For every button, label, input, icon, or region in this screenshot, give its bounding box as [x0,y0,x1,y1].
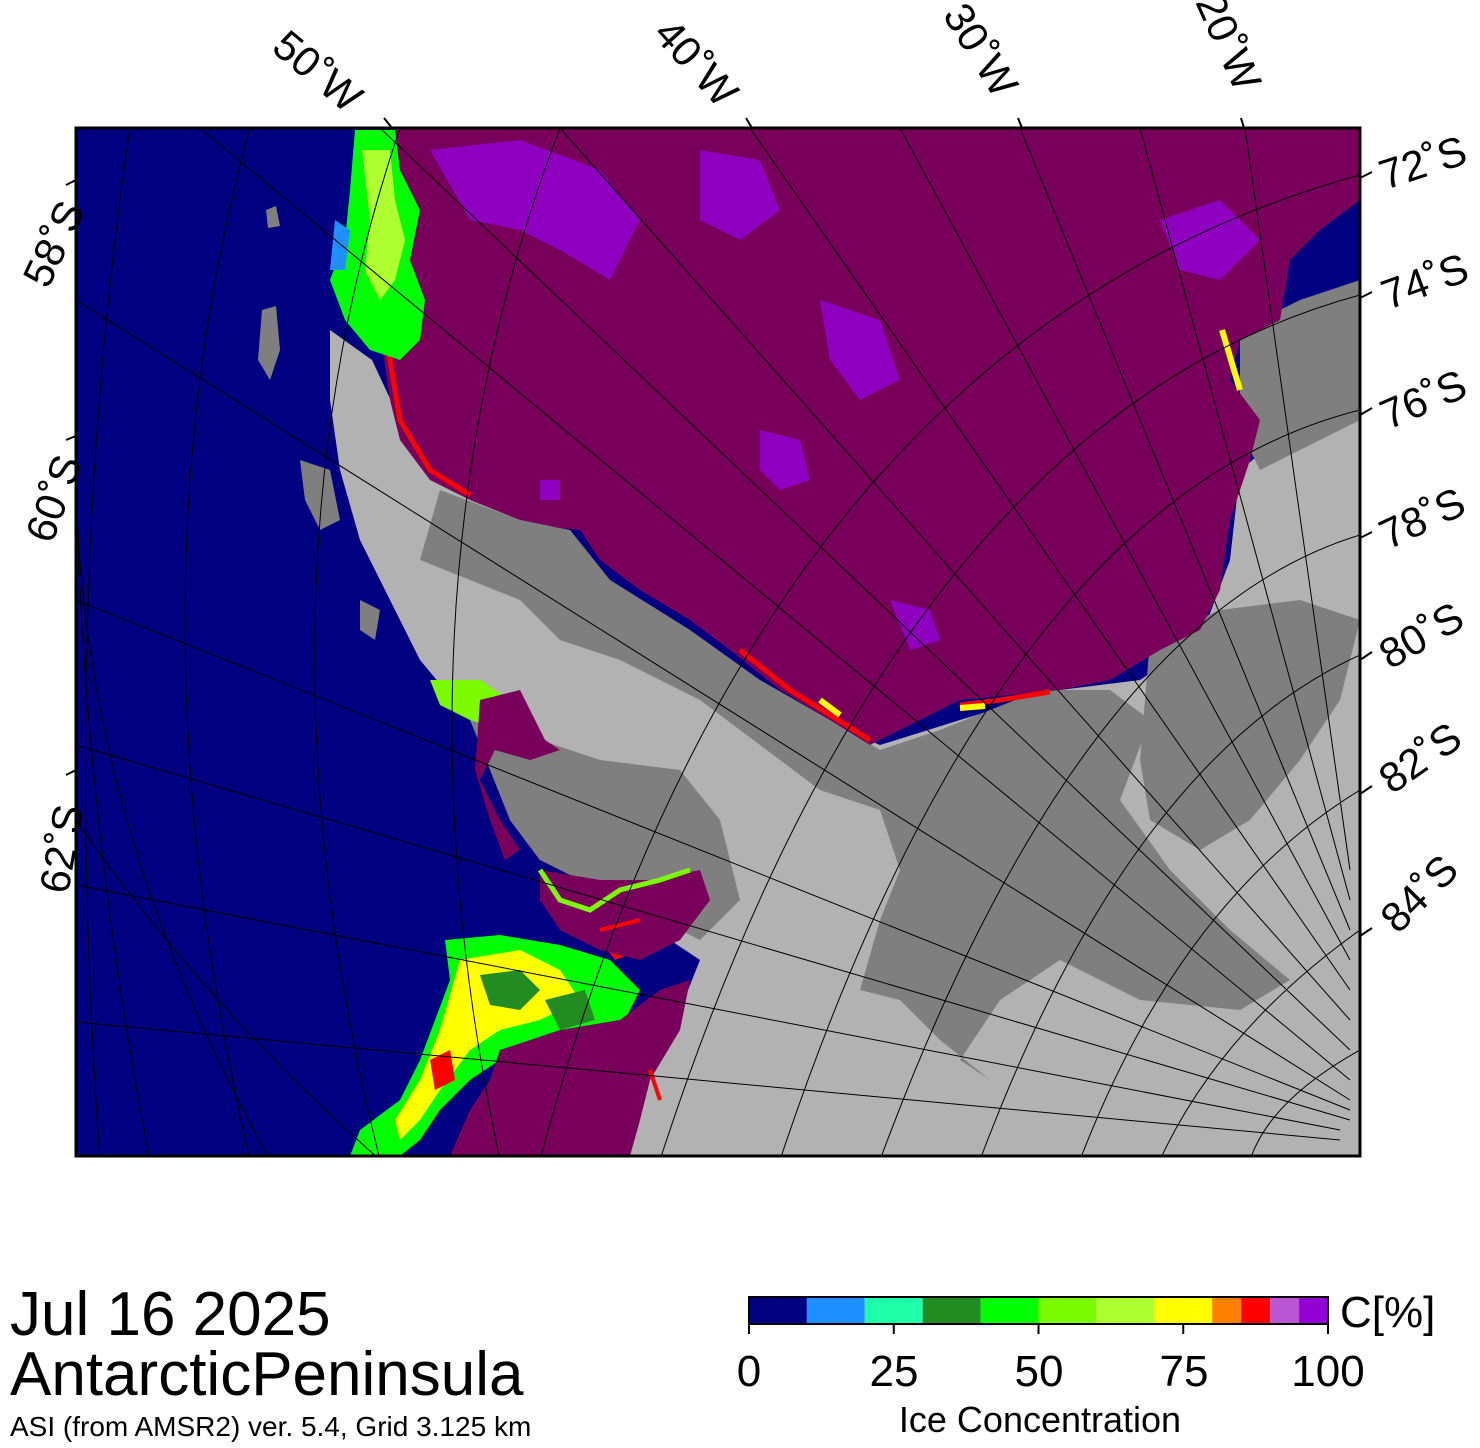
meridian-25w [1139,128,1351,901]
colorbar-labels: C[%] 0 25 50 75 100 Ice Concentration [737,1288,1436,1440]
lon-label: 50˚W [264,21,371,122]
meridian-60w [76,299,1351,1101]
colorbar-tick-label: 100 [1291,1347,1364,1396]
colorbar-bin [1212,1297,1242,1324]
marginal-ice-south-yellow [395,950,580,1140]
lat-label: 72˚S [1373,126,1472,198]
map-date: Jul 16 2025 [10,1280,331,1349]
colorbar-bin [1299,1297,1328,1324]
data-source: ASI (from AMSR2) ver. 5.4, Grid 3.125 km [10,1411,532,1442]
parallel-64s [84,128,131,1156]
lat-label: 84˚S [1371,845,1467,941]
ice-shelf [1140,600,1360,850]
parallel-66s [184,128,251,1156]
parallel-68s [314,128,401,1156]
meridian-30w [1019,128,1351,931]
colorbar-bin [749,1297,807,1324]
graticule [76,128,1360,1156]
parallel-78s [880,534,1360,1156]
parallel-86s [1250,1049,1360,1156]
sea-ice-high-concentration [380,128,1360,745]
map-frame [74,126,1362,1158]
lon-label: 20˚W [1187,0,1271,98]
parallel-82s [1081,789,1360,1156]
meridian-75w [76,884,1341,1131]
meridian-20w [1244,128,1351,871]
colorbar-tick-label: 50 [1015,1347,1064,1396]
lat-label: 74˚S [1375,244,1474,319]
map-surface [76,128,1360,1156]
meridian-70w [76,744,1351,1121]
colorbar-bin [980,1297,1039,1324]
meridian-35w [899,128,1351,961]
colorbar-bin [1270,1297,1300,1324]
latitude-labels-right: 72˚S 74˚S 76˚S 78˚S 80˚S 82˚S 84˚S [1370,126,1474,941]
parallel-70s [451,128,561,1156]
marginal-ice-north-blue [330,220,350,270]
lat-label: 76˚S [1373,360,1473,438]
region-name: AntarcticPeninsula [10,1340,524,1409]
lat-label: 78˚S [1372,478,1472,558]
colorbar-bin [1096,1297,1155,1324]
colorbar-tick-label: 0 [737,1347,761,1396]
lat-label: 82˚S [1370,713,1470,802]
ice-shelf [420,490,1290,1080]
sea-ice-edge-yellow [818,329,1243,718]
ice-shelf [1240,280,1360,470]
parallel-84s [1161,929,1360,1156]
lat-label: 80˚S [1371,593,1471,678]
marginal-ice-south-green [480,970,595,1030]
parallel-76s [780,409,1360,1156]
longitude-labels: 50˚W 40˚W 30˚W 20˚W [264,0,1270,122]
meridian-50w [379,128,1351,1051]
colorbar-tick-label: 25 [870,1347,919,1396]
colorbar-bin [1038,1297,1097,1324]
colorbar-bin [922,1297,981,1324]
colorbar-bin [1241,1297,1271,1324]
lon-label: 30˚W [934,0,1027,105]
meridian-45w [559,128,1351,1021]
colorbar-title: Ice Concentration [899,1399,1181,1440]
colorbar [748,1296,1329,1334]
colorbar-unit: C[%] [1340,1288,1435,1337]
lon-label: 40˚W [645,10,747,116]
sea-ice-violet-patches [430,140,1260,650]
marginal-ice-fringe-2 [599,918,662,1101]
colorbar-tick-label: 75 [1160,1347,1209,1396]
sea-ice-bellingshausen-2 [540,870,710,960]
marginal-ice-north-yellow [362,150,405,300]
colorbar-bin [806,1297,865,1324]
meridian-65w [76,599,1351,1111]
parallel-72s [540,174,1360,1156]
marginal-ice-fringe [537,867,691,913]
meridian-40w [749,128,1351,991]
colorbar-bin [864,1297,923,1324]
sea-ice-pocket [475,690,560,860]
meridian-55w [199,128,1351,1081]
frame-ticks [65,117,1373,937]
parallel-60s [76,440,269,1156]
parallel-80s [980,654,1360,1156]
parallel-62s [76,819,377,1156]
meridian-80w [76,1021,1341,1141]
colorbar-bin [1154,1297,1213,1324]
